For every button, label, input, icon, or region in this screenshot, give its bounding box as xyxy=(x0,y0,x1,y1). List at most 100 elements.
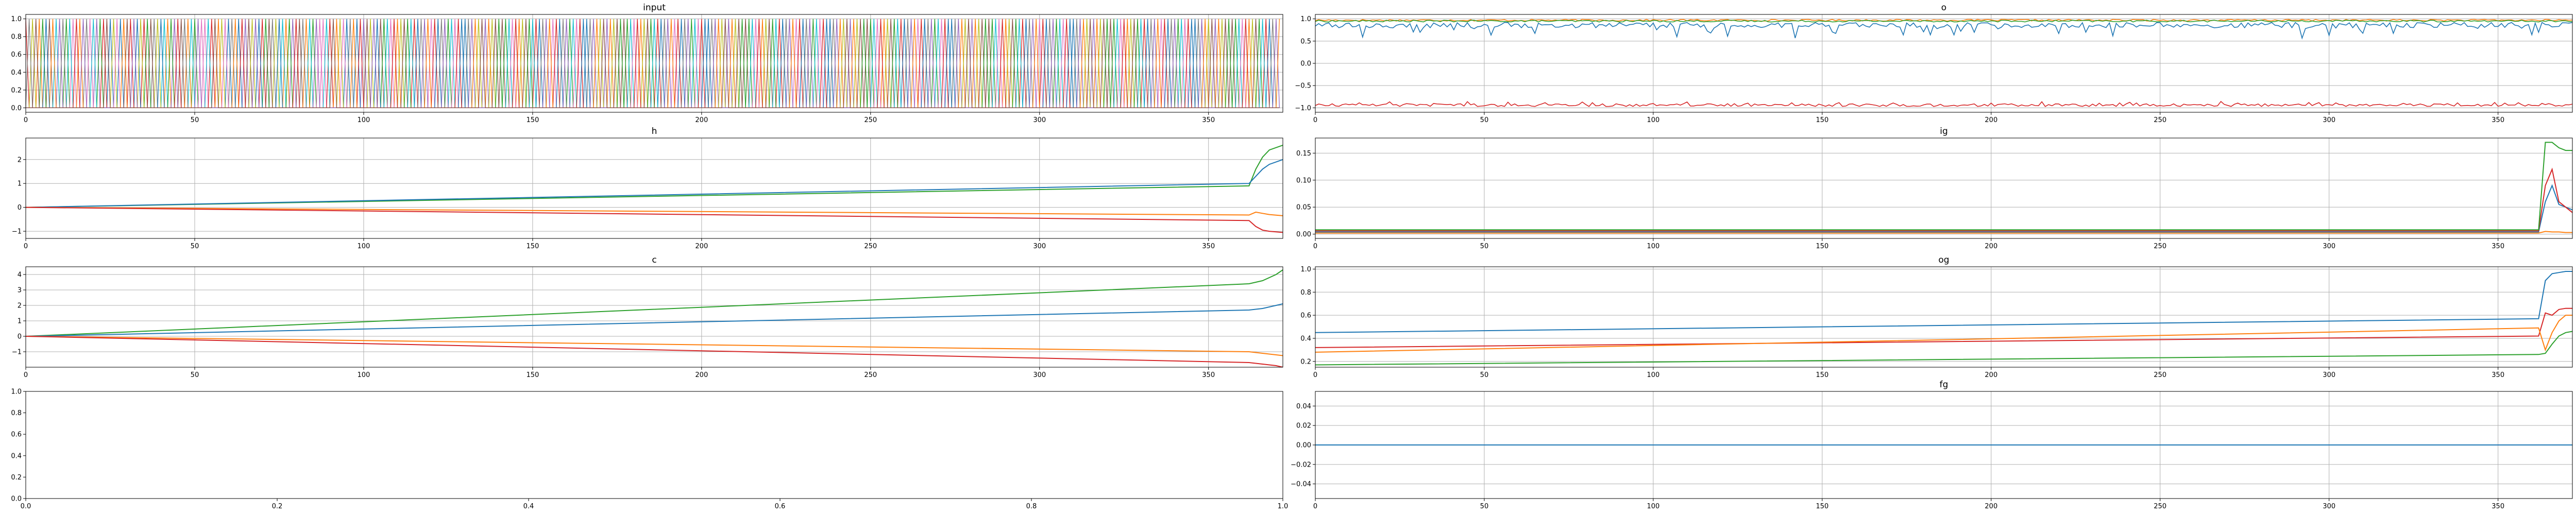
x-tick-label: 300 xyxy=(1033,116,1046,124)
x-tick-label: 0 xyxy=(24,243,28,250)
x-tick-label: 0 xyxy=(1313,371,1317,379)
x-tick-label: 300 xyxy=(2323,371,2335,379)
axes-frame xyxy=(1315,138,2573,239)
y-tick-label: 2 xyxy=(18,302,22,310)
y-tick-label: 0.00 xyxy=(1296,442,1311,450)
y-tick-label: 0.6 xyxy=(11,51,22,59)
x-tick-label: 0.8 xyxy=(1026,503,1037,510)
x-tick-label: 0.4 xyxy=(523,503,534,510)
x-tick-label: 200 xyxy=(1985,243,1997,250)
series-line xyxy=(26,19,1280,109)
y-tick-label: 1.0 xyxy=(11,15,22,23)
y-tick-label: 1.0 xyxy=(1300,266,1311,273)
x-tick-label: 200 xyxy=(695,243,708,250)
x-tick-label: 0.2 xyxy=(272,503,283,510)
chart-title: input xyxy=(643,3,666,13)
x-tick-label: 100 xyxy=(1647,371,1660,379)
series-line xyxy=(26,336,1283,367)
x-tick-label: 150 xyxy=(1816,243,1828,250)
x-tick-label: 100 xyxy=(1647,116,1660,124)
axes-frame xyxy=(1315,266,2573,368)
x-tick-label: 0.6 xyxy=(775,503,786,510)
x-tick-label: 200 xyxy=(1985,503,1997,510)
y-tick-label: 0.04 xyxy=(1296,403,1311,410)
x-tick-label: 100 xyxy=(357,116,370,124)
series-line xyxy=(1315,271,2572,333)
x-tick-label: 100 xyxy=(1647,503,1660,510)
x-tick-label: 350 xyxy=(2492,116,2504,124)
x-tick-label: 0 xyxy=(24,371,28,379)
x-tick-label: 350 xyxy=(2492,503,2504,510)
panel-o: 0 50 100 150 200 250 300 350 −1.0 −0.5 0.0 0.5 1.0 o xyxy=(1295,3,2573,124)
y-tick-label: 1.0 xyxy=(11,388,22,396)
series-line xyxy=(1315,231,2572,234)
axes-frame xyxy=(25,391,1283,499)
series-line xyxy=(1315,315,2572,353)
x-tick-label: 350 xyxy=(1202,371,1215,379)
panel-c: 0 50 100 150 200 250 300 350 −1 0 1 2 3 4 c xyxy=(12,255,1283,379)
y-tick-label: 1 xyxy=(18,318,22,325)
y-tick-label: 0.00 xyxy=(1296,231,1311,238)
x-tick-label: 50 xyxy=(191,371,199,379)
x-tick-label: 350 xyxy=(2492,371,2504,379)
axes-frame xyxy=(25,138,1283,239)
series-line xyxy=(26,336,1283,356)
x-tick-label: 300 xyxy=(2323,243,2335,250)
y-tick-label: 0.6 xyxy=(1300,312,1311,320)
chart-title: og xyxy=(1938,255,1949,265)
x-tick-label: 350 xyxy=(1202,243,1215,250)
x-tick-label: 200 xyxy=(1985,371,1997,379)
series-line xyxy=(1315,22,2572,40)
chart-title: h xyxy=(652,126,657,136)
panel-og: 0 50 100 150 200 250 300 350 0.2 0.4 0.6 0.8 1.0 og xyxy=(1300,255,2573,379)
panel-fg: 0 50 100 150 200 250 300 350 −0.04 −0.02 0.00 0.02 0… xyxy=(1291,380,2573,510)
x-tick-label: 250 xyxy=(864,243,877,250)
series-line xyxy=(26,159,1283,208)
plot-area xyxy=(1315,271,2572,366)
chart-title: ig xyxy=(1940,126,1948,136)
series-line xyxy=(26,207,1283,233)
y-tick-label: 0.15 xyxy=(1296,150,1311,158)
series-line xyxy=(1315,20,2572,23)
x-tick-label: 0 xyxy=(1313,503,1317,510)
x-tick-label: 0 xyxy=(1313,116,1317,124)
series-line xyxy=(1315,142,2572,231)
y-tick-label: 0.8 xyxy=(1300,289,1311,297)
panel-input: 0 50 100 150 200 250 300 350 0.0 0.2 0.4 0.6 0.8 1.0 i… xyxy=(11,3,1283,124)
x-tick-label: 0 xyxy=(24,116,28,124)
y-tick-label: 2 xyxy=(18,156,22,164)
plot-area xyxy=(26,269,1283,367)
y-tick-label: 0.2 xyxy=(1300,358,1311,366)
y-tick-label: 0.5 xyxy=(1300,38,1311,45)
x-tick-label: 150 xyxy=(526,243,539,250)
x-tick-label: 250 xyxy=(864,116,877,124)
x-tick-label: 250 xyxy=(2154,243,2166,250)
series-line xyxy=(26,303,1283,337)
y-tick-label: 0.2 xyxy=(11,87,22,94)
x-tick-label: 200 xyxy=(695,116,708,124)
y-tick-label: 4 xyxy=(18,271,22,279)
y-tick-label: 1.0 xyxy=(1300,15,1311,23)
series-line xyxy=(1315,19,2572,22)
series-line xyxy=(26,269,1283,337)
y-tick-label: −0.5 xyxy=(1295,82,1311,90)
series-line xyxy=(1315,331,2572,366)
series-line xyxy=(1315,184,2572,233)
x-tick-label: 250 xyxy=(2154,503,2166,510)
x-tick-label: 50 xyxy=(191,116,199,124)
x-tick-label: 300 xyxy=(1033,243,1046,250)
x-tick-label: 50 xyxy=(1480,243,1489,250)
x-tick-label: 100 xyxy=(1647,243,1660,250)
x-tick-label: 0.0 xyxy=(21,503,31,510)
chart-title: o xyxy=(1941,3,1946,13)
y-tick-label: 0.4 xyxy=(11,69,22,77)
y-tick-label: 0.8 xyxy=(11,409,22,417)
plot-area xyxy=(1315,19,2572,107)
x-tick-label: 50 xyxy=(1480,503,1489,510)
y-tick-label: 0.02 xyxy=(1296,422,1311,430)
x-tick-label: 50 xyxy=(1480,371,1489,379)
x-tick-label: 250 xyxy=(864,371,877,379)
axes-frame xyxy=(25,266,1283,368)
